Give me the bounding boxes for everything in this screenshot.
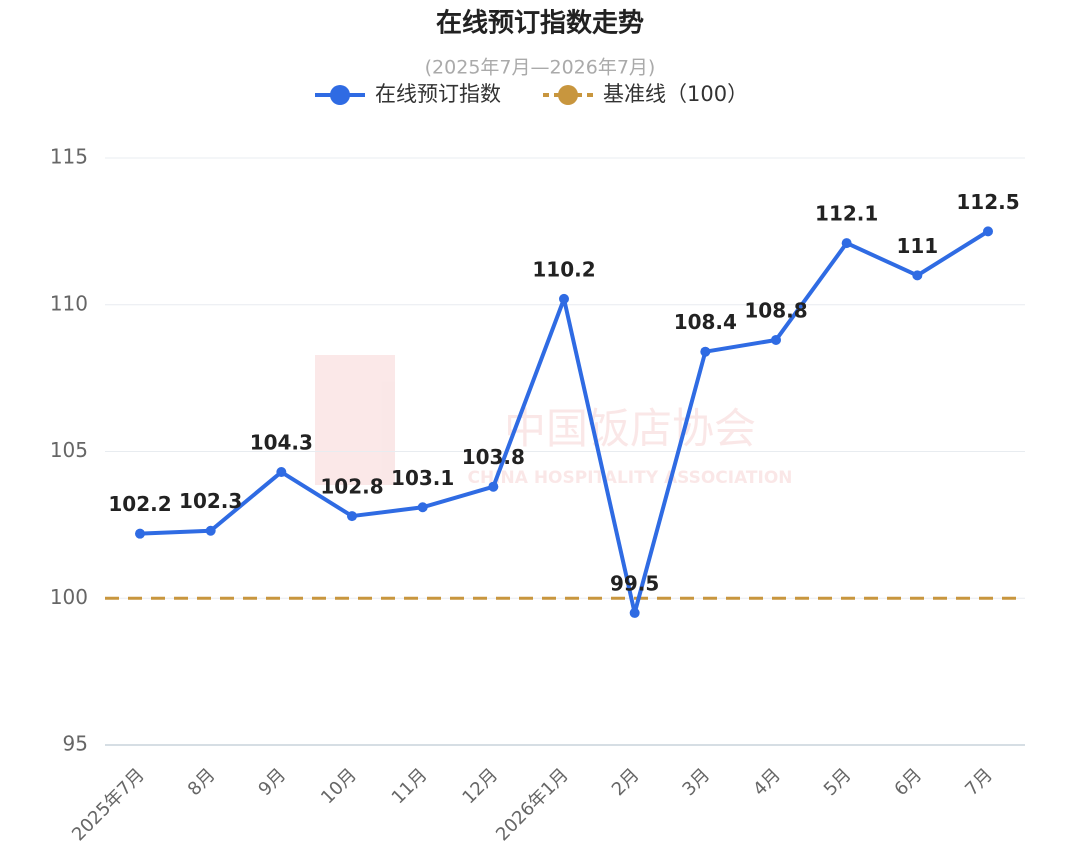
data-point [700, 346, 711, 357]
legend-label: 在线预订指数 [375, 82, 501, 106]
data-label: 102.3 [179, 489, 242, 513]
data-label: 99.5 [610, 571, 659, 595]
data-point [629, 607, 640, 618]
x-tick-label: 2025年7月 [68, 764, 149, 845]
data-point [912, 270, 923, 281]
data-label: 112.1 [815, 202, 878, 226]
chart-subtitle: (2025年7月—2026年7月) [425, 57, 656, 79]
data-point [347, 511, 357, 522]
x-tick-label: 10月 [317, 764, 361, 808]
watermark-text: 中国饭店协会 [504, 404, 756, 453]
data-label: 111 [896, 234, 938, 258]
data-point [559, 293, 569, 304]
y-tick-label: 110 [50, 291, 88, 315]
data-label: 103.1 [391, 466, 454, 490]
watermark-text: CHINA HOSPITALITY ASSOCIATION [467, 468, 792, 488]
data-label: 110.2 [532, 257, 595, 281]
data-point [205, 525, 216, 536]
watermark: 中国饭店协会 CHINA HOSPITALITY ASSOCIATION [315, 355, 793, 488]
data-label: 108.4 [674, 310, 737, 334]
data-point [841, 238, 852, 249]
chart-title: 在线预订指数走势 [436, 9, 644, 39]
data-point [276, 467, 287, 478]
x-tick-label: 12月 [458, 764, 502, 808]
legend-marker [330, 85, 350, 105]
x-tick-label: 2026年1月 [492, 764, 573, 845]
x-tick-label: 7月 [961, 764, 997, 800]
data-point [135, 528, 145, 539]
x-tick-label: 2月 [608, 764, 644, 800]
data-label: 112.5 [956, 190, 1019, 214]
data-label: 104.3 [250, 431, 313, 455]
data-point [417, 502, 428, 513]
x-tick-label: 8月 [184, 764, 220, 800]
data-point [983, 226, 993, 237]
x-tick-label: 3月 [678, 764, 714, 800]
legend-marker [558, 85, 578, 105]
data-label: 102.2 [108, 492, 171, 516]
data-label: 102.8 [320, 475, 383, 499]
data-point [488, 481, 499, 492]
x-tick-label: 6月 [890, 764, 926, 800]
y-tick-label: 100 [50, 585, 88, 609]
data-label: 108.8 [744, 298, 807, 322]
legend-label: 基准线（100） [603, 82, 748, 106]
y-tick-label: 115 [50, 145, 88, 169]
x-tick-label: 5月 [820, 764, 856, 800]
x-tick-label: 11月 [388, 764, 432, 808]
data-label: 103.8 [462, 445, 525, 469]
watermark-logo [315, 355, 395, 485]
x-tick-label: 4月 [749, 764, 785, 800]
y-tick-label: 95 [63, 732, 88, 756]
x-tick-label: 9月 [254, 764, 290, 800]
data-point [771, 334, 781, 345]
y-tick-label: 105 [50, 438, 88, 462]
